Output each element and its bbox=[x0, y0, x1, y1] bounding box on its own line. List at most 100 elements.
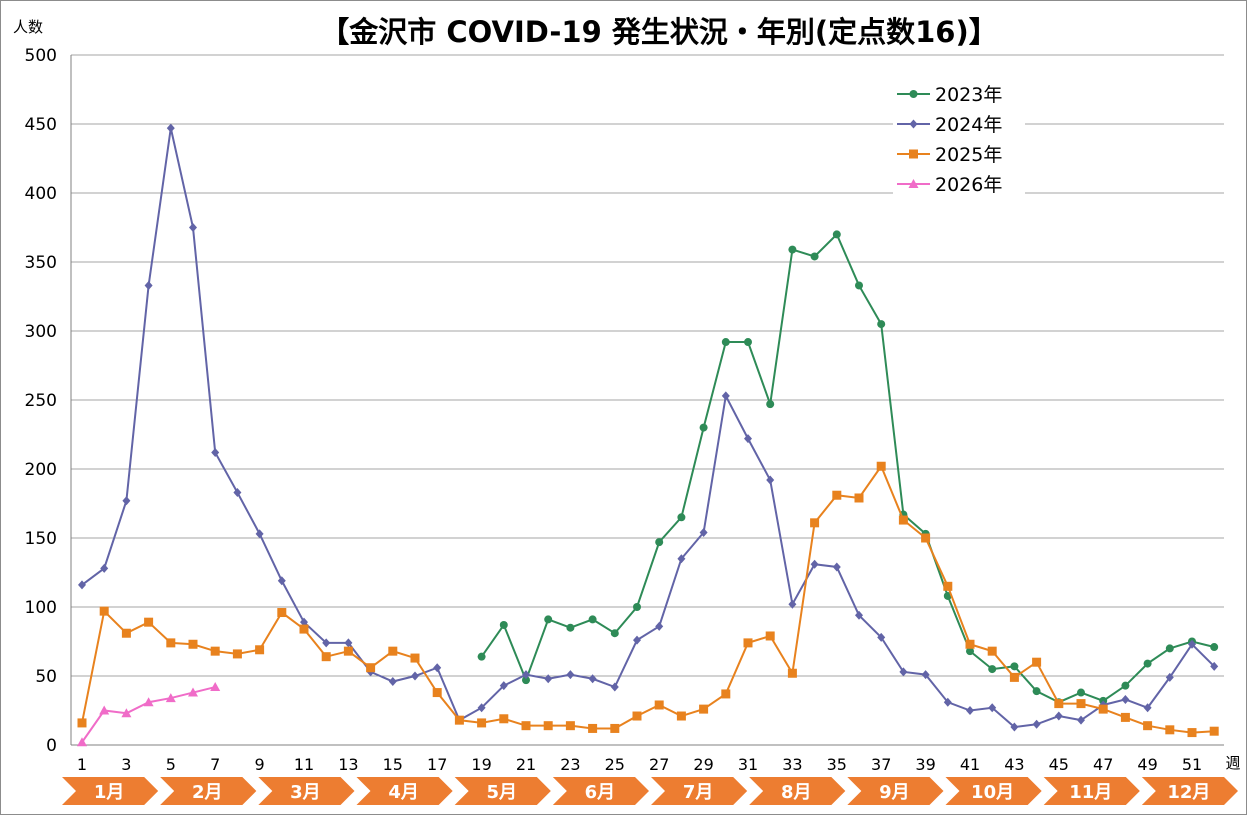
data-point bbox=[788, 599, 797, 609]
data-point bbox=[699, 423, 708, 432]
series-2026年 bbox=[77, 682, 221, 747]
month-label: 5月 bbox=[486, 782, 517, 803]
data-point bbox=[632, 711, 642, 721]
data-point bbox=[1054, 699, 1064, 709]
y-tick-label: 200 bbox=[25, 460, 57, 480]
data-point bbox=[388, 677, 397, 687]
data-point bbox=[654, 700, 664, 710]
data-point bbox=[899, 667, 908, 677]
grid-lines bbox=[71, 54, 1224, 677]
data-point bbox=[166, 638, 176, 648]
month-label: 8月 bbox=[781, 782, 812, 803]
x-tick-label: 51 bbox=[1182, 755, 1202, 774]
data-point bbox=[499, 714, 509, 724]
data-point bbox=[433, 663, 442, 673]
chart-title: 【金沢市 COVID-19 発生状況・年別(定点数16)】 bbox=[320, 15, 997, 49]
data-point bbox=[411, 671, 419, 681]
x-tick-label: 13 bbox=[338, 755, 358, 774]
data-point bbox=[165, 693, 176, 703]
data-point bbox=[477, 652, 486, 661]
data-point bbox=[454, 715, 464, 725]
month-arrow bbox=[651, 777, 748, 805]
data-point bbox=[633, 635, 641, 645]
data-point bbox=[877, 632, 886, 642]
data-point bbox=[189, 223, 197, 232]
data-point bbox=[765, 631, 775, 641]
x-tick-label: 31 bbox=[738, 755, 758, 774]
data-point bbox=[588, 674, 597, 684]
data-point bbox=[810, 518, 820, 528]
y-tick-label: 350 bbox=[25, 253, 57, 273]
month-label: 3月 bbox=[290, 782, 321, 803]
data-point bbox=[966, 706, 974, 715]
y-axis-label: 人数 bbox=[13, 18, 43, 36]
data-point bbox=[898, 515, 908, 525]
data-point bbox=[855, 610, 863, 620]
data-point bbox=[987, 646, 997, 656]
data-point bbox=[344, 638, 353, 648]
month-arrow bbox=[945, 777, 1042, 805]
x-tick-label: 7 bbox=[210, 755, 220, 774]
data-point bbox=[1210, 661, 1219, 671]
data-point bbox=[499, 681, 508, 691]
data-point bbox=[676, 711, 686, 721]
data-point bbox=[477, 718, 487, 728]
month-label: 6月 bbox=[585, 782, 616, 803]
data-point bbox=[1098, 704, 1108, 714]
data-point bbox=[255, 645, 265, 655]
data-point bbox=[610, 682, 619, 692]
x-tick-label: 15 bbox=[383, 755, 403, 774]
data-point bbox=[566, 670, 575, 680]
data-point bbox=[766, 475, 775, 485]
data-point bbox=[633, 603, 641, 611]
data-point bbox=[277, 576, 286, 586]
data-point bbox=[432, 688, 442, 698]
data-point bbox=[144, 280, 153, 290]
series-line bbox=[480, 232, 1215, 704]
data-point bbox=[166, 123, 175, 133]
data-point bbox=[854, 493, 864, 503]
data-point bbox=[832, 562, 841, 572]
data-point bbox=[988, 703, 997, 713]
data-point bbox=[565, 721, 575, 731]
data-point bbox=[943, 697, 952, 707]
series-2023年 bbox=[477, 230, 1219, 707]
x-tick-label: 47 bbox=[1093, 755, 1113, 774]
x-tick-label: 39 bbox=[915, 755, 935, 774]
y-tick-label: 50 bbox=[35, 667, 57, 687]
x-tick-label: 23 bbox=[560, 755, 580, 774]
data-point bbox=[499, 620, 508, 629]
month-label: 9月 bbox=[879, 782, 910, 803]
data-point bbox=[233, 487, 242, 497]
data-point bbox=[78, 580, 86, 590]
data-point bbox=[121, 708, 132, 718]
month-arrow bbox=[847, 777, 944, 805]
data-point bbox=[721, 391, 730, 401]
x-tick-label: 25 bbox=[605, 755, 625, 774]
data-point bbox=[588, 723, 598, 733]
x-tick-label: 9 bbox=[255, 755, 265, 774]
x-tick-label: 19 bbox=[471, 755, 491, 774]
data-point bbox=[788, 245, 797, 254]
data-point bbox=[544, 615, 553, 624]
data-point bbox=[121, 628, 131, 638]
x-axis-label: 週 bbox=[1225, 754, 1240, 772]
data-point bbox=[1076, 699, 1086, 709]
data-point bbox=[521, 721, 531, 731]
legend-box bbox=[893, 78, 1025, 198]
data-point bbox=[810, 252, 819, 261]
data-point bbox=[610, 723, 620, 733]
x-tick-label: 17 bbox=[427, 755, 447, 774]
data-point bbox=[322, 638, 331, 648]
month-label: 12月 bbox=[1167, 782, 1210, 803]
legend-label: 2025年 bbox=[935, 144, 1002, 166]
month-label: 4月 bbox=[388, 782, 419, 803]
data-point bbox=[255, 529, 264, 539]
x-tick-label: 1 bbox=[77, 755, 87, 774]
data-point bbox=[1165, 725, 1175, 735]
series-2025年 bbox=[77, 461, 1219, 738]
x-tick-label: 5 bbox=[166, 755, 176, 774]
month-arrow bbox=[749, 777, 846, 805]
month-arrow bbox=[160, 777, 257, 805]
